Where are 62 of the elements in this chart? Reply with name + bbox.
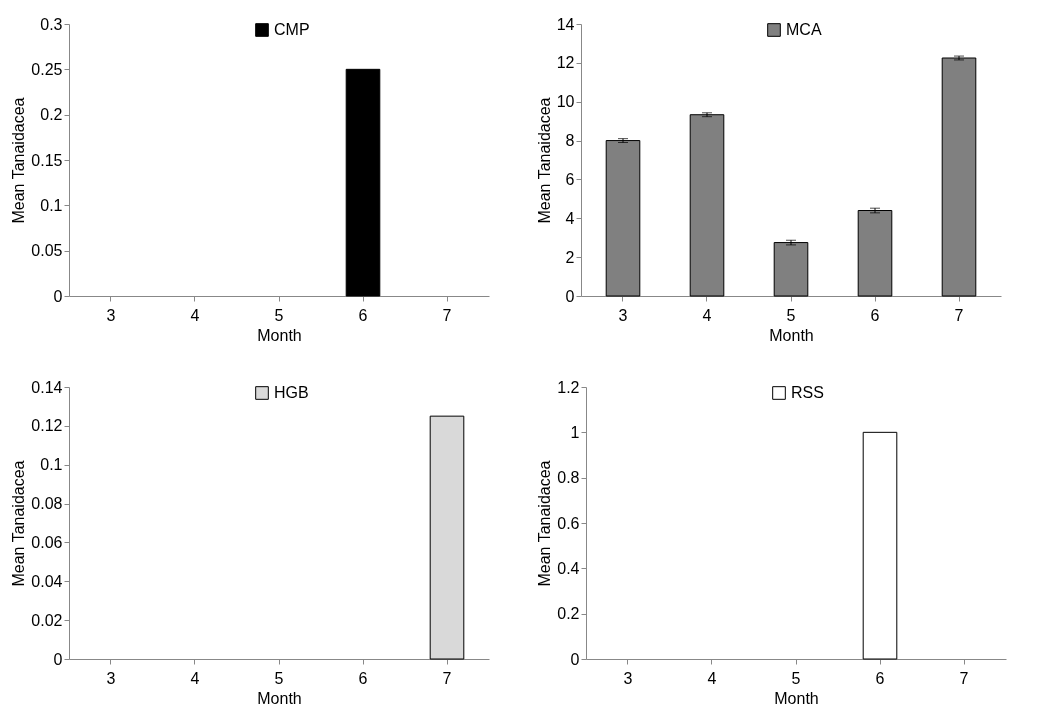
y-tick-label: 0.6 xyxy=(557,514,580,532)
y-tick-label: 0.08 xyxy=(31,495,63,513)
y-tick-label: 0.2 xyxy=(557,605,580,623)
y-tick-label: 1.2 xyxy=(557,378,580,396)
x-tick-label: 4 xyxy=(702,306,712,324)
y-axis-title: Mean Tanaidacea xyxy=(10,460,28,587)
x-tick-label: 6 xyxy=(875,669,885,687)
y-tick-label: 0.8 xyxy=(557,469,580,487)
x-tick-label: 3 xyxy=(618,306,628,324)
y-tick-label: 0 xyxy=(565,287,575,305)
y-tick-label: 0.3 xyxy=(40,15,63,33)
legend-label: HGB xyxy=(274,384,309,401)
y-tick-label: 0.2 xyxy=(40,106,63,124)
y-tick-label: 0.05 xyxy=(31,242,63,260)
y-tick-label: 2 xyxy=(565,248,575,266)
y-tick-label: 1 xyxy=(570,423,580,441)
y-tick-label: 0.14 xyxy=(31,378,63,396)
y-tick-label: 0 xyxy=(570,650,580,668)
x-axis-title: Month xyxy=(774,689,819,707)
x-tick-label: 6 xyxy=(358,669,368,687)
legend-label: RSS xyxy=(791,384,824,401)
x-axis-title: Month xyxy=(257,326,302,344)
x-tick-label: 7 xyxy=(959,669,969,687)
x-tick-label: 6 xyxy=(358,306,368,324)
y-tick-label: 0.25 xyxy=(31,60,63,78)
x-tick-label: 4 xyxy=(707,669,717,687)
y-tick-label: 0 xyxy=(53,287,63,305)
x-axis-title: Month xyxy=(769,326,814,344)
y-tick-label: 12 xyxy=(556,54,575,72)
y-tick-label: 0.1 xyxy=(40,456,63,474)
y-tick-label: 0.4 xyxy=(557,559,580,577)
x-axis-title: Month xyxy=(257,689,302,707)
y-tick-label: 4 xyxy=(565,209,575,227)
x-tick-label: 5 xyxy=(786,306,796,324)
x-tick-label: 7 xyxy=(442,306,452,324)
y-tick-label: 0.15 xyxy=(31,151,63,169)
legend-label: CMP xyxy=(274,21,310,38)
x-tick-label: 6 xyxy=(870,306,880,324)
y-tick-label: 0.02 xyxy=(31,611,63,629)
y-axis-title: Mean Tanaidacea xyxy=(536,460,554,587)
y-tick-label: 10 xyxy=(556,93,575,111)
x-tick-label: 5 xyxy=(791,669,801,687)
x-tick-label: 4 xyxy=(190,669,200,687)
y-axis-title: Mean Tanaidacea xyxy=(535,97,553,224)
y-tick-label: 8 xyxy=(565,132,575,150)
y-tick-label: 0.06 xyxy=(31,533,63,551)
legend-label: MCA xyxy=(786,21,822,38)
x-tick-label: 4 xyxy=(190,306,200,324)
y-tick-label: 0.12 xyxy=(31,417,63,435)
x-tick-label: 7 xyxy=(442,669,452,687)
y-tick-label: 0.04 xyxy=(31,572,63,590)
y-tick-label: 14 xyxy=(556,15,575,33)
y-tick-label: 6 xyxy=(565,170,575,188)
y-tick-label: 0.1 xyxy=(40,196,63,214)
y-axis-title: Mean Tanaidacea xyxy=(10,97,28,224)
x-tick-label: 3 xyxy=(106,306,116,324)
x-tick-label: 7 xyxy=(954,306,964,324)
y-tick-label: 0 xyxy=(53,650,63,668)
x-tick-label: 5 xyxy=(274,669,284,687)
x-tick-label: 3 xyxy=(106,669,116,687)
x-tick-label: 5 xyxy=(274,306,284,324)
x-tick-label: 3 xyxy=(623,669,633,687)
